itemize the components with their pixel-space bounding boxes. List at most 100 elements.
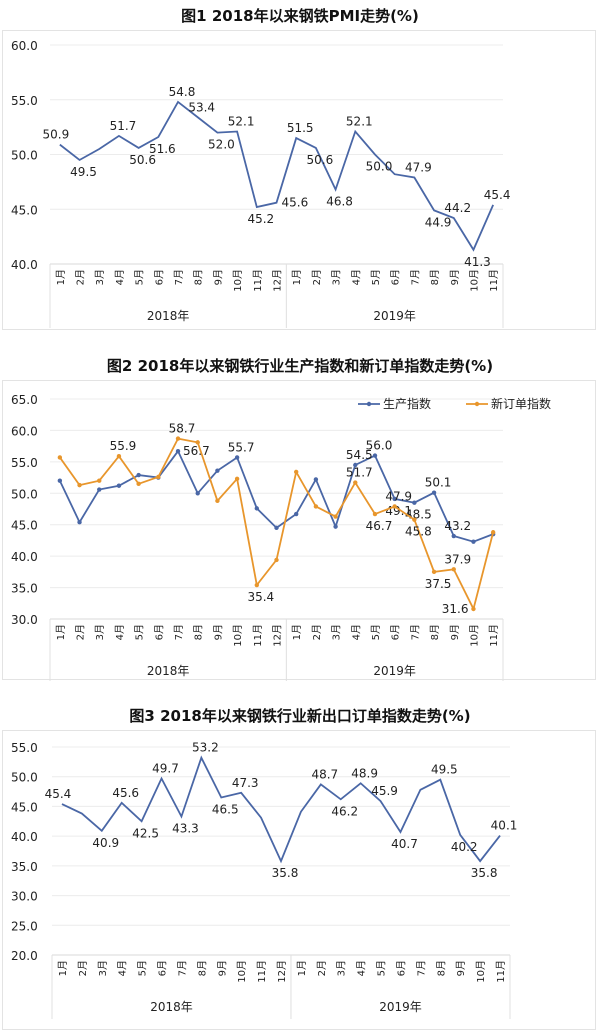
data-label: 51.6 (149, 142, 176, 156)
chart3-title: 图3 2018年以来钢铁行业新出口订单指数走势(%) (129, 707, 471, 725)
data-label: 45.4 (45, 787, 72, 801)
data-point (451, 567, 456, 572)
data-point (175, 436, 181, 441)
y-tick-label: 55.0 (11, 741, 38, 755)
data-label: 53.4 (188, 100, 215, 114)
data-point (353, 480, 358, 485)
x-tick-label: 11月 (488, 269, 500, 292)
x-tick-label: 2月 (77, 960, 89, 976)
data-label: 40.1 (491, 819, 518, 833)
data-label: 50.6 (307, 153, 334, 167)
data-point (412, 517, 417, 522)
data-point (136, 472, 141, 478)
x-tick-label: 4月 (114, 269, 126, 285)
data-label: 56.0 (366, 439, 393, 453)
data-label: 45.6 (282, 196, 309, 210)
x-group-label: 2019年 (379, 1000, 422, 1014)
x-tick-label: 8月 (429, 624, 441, 640)
data-label: 58.7 (169, 422, 196, 436)
data-point (490, 530, 496, 535)
data-label: 55.7 (228, 440, 255, 454)
x-tick-label: 9月 (212, 624, 224, 640)
data-label: 51.7 (346, 466, 373, 480)
x-tick-label: 12月 (276, 960, 288, 983)
chart2-title: 图2 2018年以来钢铁行业生产指数和新订单指数走势(%) (106, 357, 494, 375)
x-tick-label: 12月 (272, 624, 284, 647)
legend-marker (474, 401, 480, 407)
data-point (274, 525, 279, 531)
data-label: 50.9 (42, 128, 69, 142)
y-tick-label: 65.0 (11, 393, 38, 407)
data-label: 45.9 (371, 784, 398, 798)
x-tick-label: 11月 (252, 624, 264, 647)
y-tick-label: 25.0 (11, 919, 38, 933)
data-point (97, 487, 102, 492)
y-tick-label: 60.0 (11, 424, 38, 438)
x-tick-label: 1月 (296, 960, 308, 976)
data-label: 46.2 (331, 804, 358, 818)
data-label: 37.5 (425, 577, 452, 591)
data-label: 54.8 (169, 85, 196, 99)
x-tick-label: 4月 (350, 624, 362, 640)
data-label: 47.9 (405, 160, 432, 174)
y-tick-label: 45.0 (11, 800, 38, 814)
x-tick-label: 8月 (435, 960, 447, 976)
data-point (313, 477, 319, 482)
data-point (372, 511, 378, 517)
y-tick-label: 50.0 (11, 487, 38, 501)
x-tick-label: 1月 (57, 960, 69, 976)
data-point (234, 476, 240, 482)
data-point (313, 504, 319, 509)
data-label: 47.9 (385, 489, 412, 503)
data-label: 31.6 (442, 602, 469, 616)
data-label: 45.2 (247, 212, 274, 226)
x-tick-label: 3月 (331, 624, 343, 640)
data-point (254, 582, 260, 588)
data-point (77, 520, 82, 525)
x-tick-label: 7月 (415, 960, 427, 976)
x-tick-label: 8月 (193, 269, 205, 285)
x-group-label: 2019年 (373, 664, 416, 678)
data-label: 48.9 (351, 766, 378, 780)
data-label: 52.1 (346, 115, 373, 129)
x-tick-label: 7月 (409, 624, 421, 640)
y-tick-label: 60.0 (11, 39, 38, 53)
y-tick-label: 45.0 (11, 519, 38, 533)
series-line-1 (59, 100, 494, 252)
x-tick-label: 9月 (216, 960, 228, 976)
x-tick-label: 7月 (173, 269, 185, 285)
x-tick-label: 9月 (455, 960, 467, 976)
x-tick-label: 5月 (370, 624, 382, 640)
x-tick-label: 5月 (134, 624, 146, 640)
x-tick-label: 1月 (55, 624, 67, 640)
data-point (471, 539, 476, 544)
y-tick-label: 45.0 (11, 203, 38, 217)
x-tick-label: 10月 (475, 960, 487, 983)
x-tick-label: 5月 (134, 269, 146, 285)
data-label: 51.7 (110, 119, 137, 133)
data-point (392, 504, 397, 509)
y-tick-label: 40.0 (11, 258, 38, 272)
y-tick-label: 50.0 (11, 771, 38, 785)
x-group-label: 2018年 (150, 1000, 193, 1014)
data-point (156, 474, 161, 480)
data-point (195, 440, 200, 445)
data-label: 45.8 (405, 525, 432, 539)
data-label: 35.4 (247, 590, 274, 604)
data-point (254, 506, 260, 511)
x-tick-label: 1月 (291, 624, 303, 640)
data-label: 35.8 (272, 866, 299, 880)
x-tick-label: 8月 (429, 269, 441, 285)
chart2-frame: 30.0 35.0 40.0 45.0 50.0 55.0 60.0 65.0 2018年 201… (2, 380, 596, 683)
data-label: 41.3 (464, 255, 491, 269)
data-label: 44.2 (444, 201, 471, 215)
x-tick-label: 10月 (468, 624, 480, 647)
y-tick-label: 35.0 (11, 582, 38, 596)
data-point (57, 478, 63, 483)
x-tick-label: 6月 (395, 960, 407, 976)
data-label: 50.0 (366, 160, 393, 174)
data-label: 55.9 (110, 439, 137, 453)
x-tick-label: 11月 (256, 960, 268, 983)
data-label: 37.9 (444, 552, 471, 566)
data-label: 45.6 (112, 786, 139, 800)
